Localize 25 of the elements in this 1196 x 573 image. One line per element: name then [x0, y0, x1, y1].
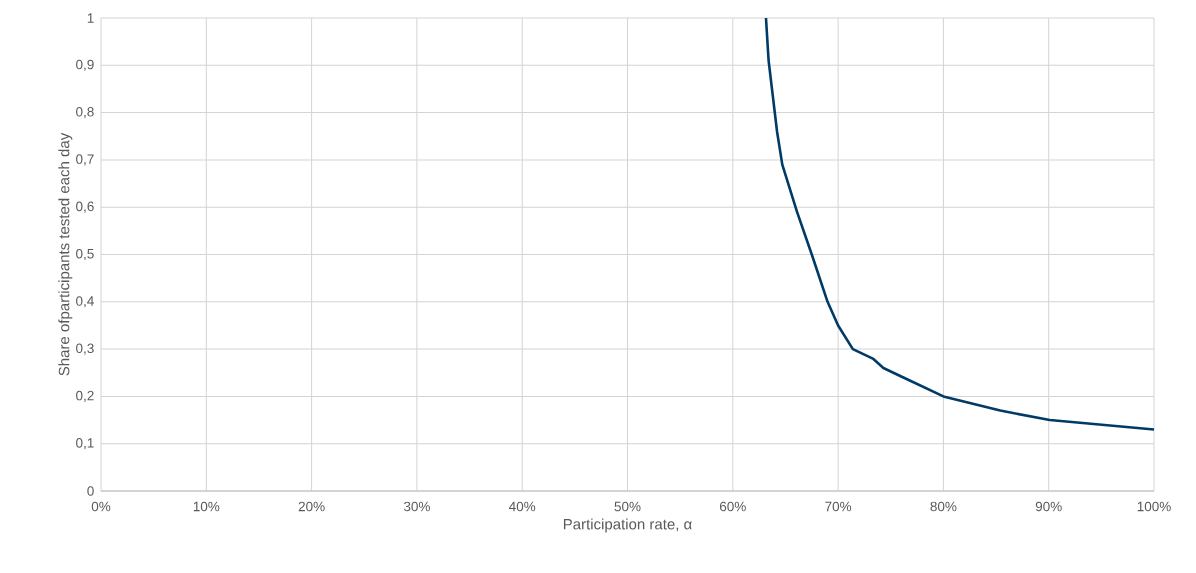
x-tick-label: 30%: [403, 501, 430, 512]
x-tick-label: 90%: [1035, 501, 1062, 512]
y-tick-label: 0,3: [76, 343, 94, 355]
x-tick-label: 20%: [298, 501, 325, 512]
y-tick-label: 1: [87, 13, 94, 23]
x-tick-label: 100%: [1137, 501, 1171, 512]
y-tick-label: 0,4: [76, 296, 94, 308]
x-tick-label: 50%: [614, 501, 641, 512]
x-tick-label: 40%: [509, 501, 536, 512]
y-tick-label: 0,1: [76, 438, 94, 450]
x-tick-label: 0%: [91, 501, 111, 512]
x-tick-label: 70%: [825, 501, 852, 512]
y-tick-label: 0,2: [76, 390, 94, 402]
y-tick-label: 0,5: [76, 248, 94, 261]
y-axis-title: Share ofparticipants tested each day: [58, 132, 73, 376]
x-axis-title: Participation rate, α: [563, 518, 692, 533]
y-tick-label: 0,8: [76, 107, 94, 119]
x-tick-label: 60%: [719, 501, 746, 512]
x-tick-label: 10%: [193, 501, 220, 512]
y-tick-label: 0,7: [76, 154, 94, 166]
y-tick-label: 0,6: [76, 201, 94, 213]
y-tick-label: 0: [87, 486, 94, 496]
y-tick-label: 0,9: [76, 59, 94, 71]
line-series: [764, 16, 1156, 431]
x-tick-label: 80%: [930, 501, 957, 512]
